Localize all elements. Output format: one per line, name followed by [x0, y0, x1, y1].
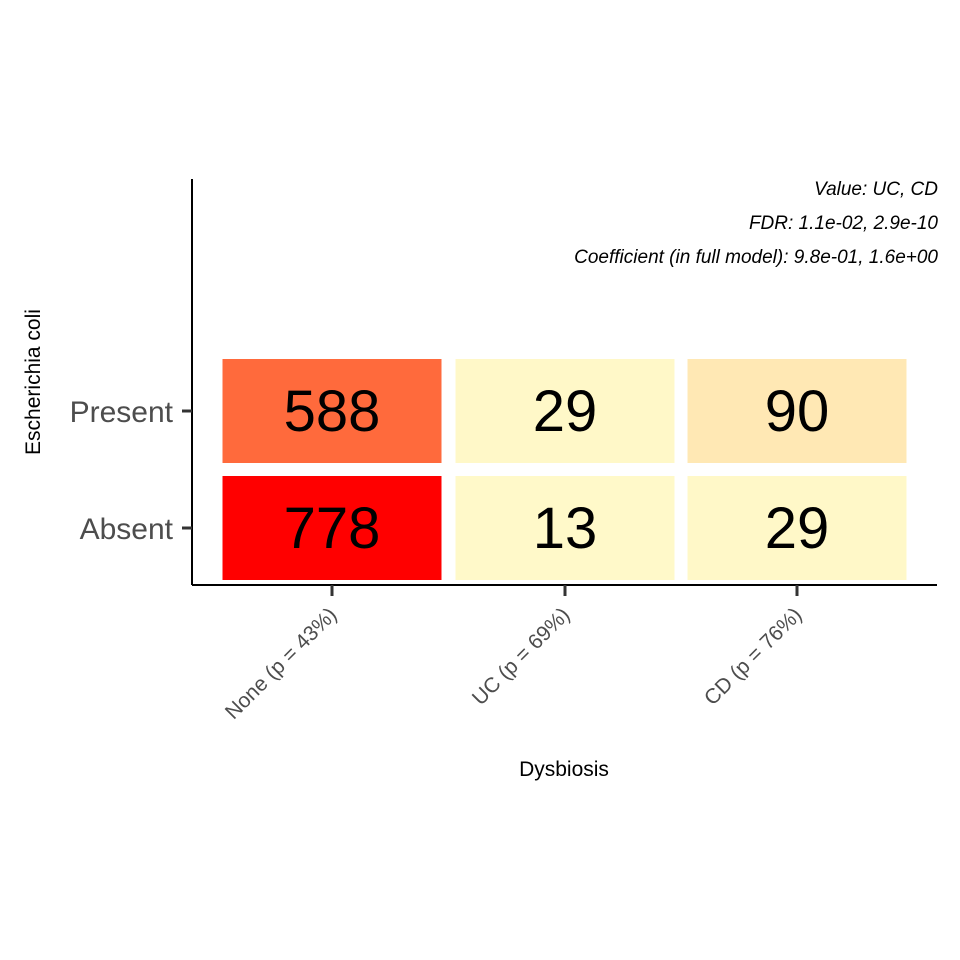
- heatmap-cell: [222, 359, 442, 463]
- heatmap-cell: [455, 476, 675, 580]
- y-tick-label: Present: [70, 396, 174, 429]
- y-ticks: Absent Present: [70, 396, 192, 546]
- cell-value-label: 13: [533, 496, 598, 561]
- annotation-group: Value: UC, CD FDR: 1.1e-02, 2.9e-10 Coef…: [574, 179, 938, 268]
- heatmap-cell: [687, 476, 907, 580]
- annotation-coefficient: Coefficient (in full model): 9.8e-01, 1.…: [574, 247, 938, 268]
- cell-value-label: 90: [765, 379, 830, 444]
- cell-value-label: 778: [284, 496, 381, 561]
- heatmap-cell: [222, 476, 442, 580]
- x-ticks: None (p = 43%) UC (p = 69%) CD (p = 76%): [221, 585, 807, 724]
- y-tick-label: Absent: [80, 513, 174, 546]
- cell-value-label: 29: [533, 379, 598, 444]
- x-tick-label: None (p = 43%): [221, 603, 342, 724]
- x-tick-label: UC (p = 69%): [468, 603, 575, 710]
- cell-value-label: 29: [765, 496, 830, 561]
- annotation-value: Value: UC, CD: [814, 179, 938, 200]
- heatmap-cell: [455, 359, 675, 463]
- x-axis-title: Dysbiosis: [519, 758, 609, 781]
- heatmap-cells: 588 29 90 778 13 29: [222, 359, 907, 580]
- heatmap-cell: [687, 359, 907, 463]
- cell-value-label: 588: [284, 379, 381, 444]
- annotation-fdr: FDR: 1.1e-02, 2.9e-10: [749, 213, 938, 234]
- x-tick-label: CD (p = 76%): [700, 603, 807, 710]
- y-axis-title: Escherichia coli: [22, 309, 45, 455]
